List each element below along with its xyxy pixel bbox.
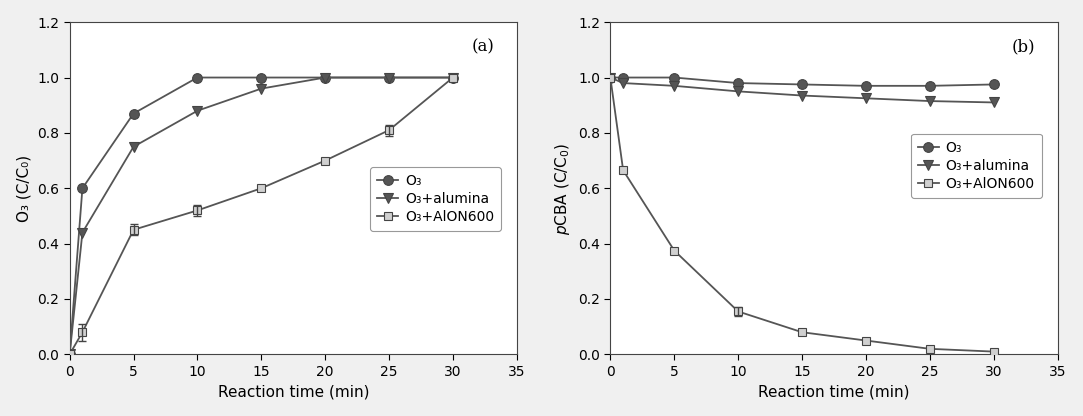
Y-axis label: O₃ (C/C₀): O₃ (C/C₀): [16, 155, 31, 222]
O₃+AlON600: [76, 330, 89, 335]
O₃: [318, 75, 331, 80]
O₃+alumina: [732, 89, 745, 94]
O₃+AlON600: [191, 208, 204, 213]
O₃+alumina: [63, 352, 76, 357]
O₃+alumina: [924, 99, 937, 104]
O₃: [255, 75, 268, 80]
O₃+AlON600: [796, 330, 809, 335]
O₃+AlON600: [668, 248, 681, 253]
O₃: [616, 75, 629, 80]
O₃: [127, 111, 140, 116]
O₃+alumina: [127, 144, 140, 149]
O₃+AlON600: [616, 168, 629, 173]
O₃: [604, 75, 617, 80]
O₃+alumina: [191, 108, 204, 113]
Line: O₃+AlON600: O₃+AlON600: [65, 73, 457, 359]
O₃: [191, 75, 204, 80]
O₃: [988, 82, 1001, 87]
O₃+alumina: [382, 75, 395, 80]
O₃+AlON600: [988, 349, 1001, 354]
Y-axis label: $p$CBA (C/C$_0$): $p$CBA (C/C$_0$): [553, 142, 573, 235]
O₃+AlON600: [255, 186, 268, 191]
O₃: [63, 352, 76, 357]
Line: O₃+AlON600: O₃+AlON600: [606, 73, 997, 356]
X-axis label: Reaction time (min): Reaction time (min): [758, 384, 910, 399]
O₃: [76, 186, 89, 191]
Line: O₃+alumina: O₃+alumina: [605, 73, 999, 107]
O₃+AlON600: [63, 352, 76, 357]
O₃+AlON600: [604, 75, 617, 80]
O₃: [446, 75, 459, 80]
O₃: [382, 75, 395, 80]
Line: O₃: O₃: [605, 73, 999, 91]
Line: O₃+alumina: O₃+alumina: [65, 73, 458, 359]
Text: (a): (a): [471, 39, 495, 56]
O₃+alumina: [255, 86, 268, 91]
O₃+AlON600: [924, 347, 937, 352]
O₃+AlON600: [732, 309, 745, 314]
O₃: [668, 75, 681, 80]
O₃+alumina: [604, 75, 617, 80]
Legend: O₃, O₃+alumina, O₃+AlON600: O₃, O₃+alumina, O₃+AlON600: [911, 134, 1042, 198]
O₃+alumina: [616, 81, 629, 86]
O₃: [924, 83, 937, 88]
Line: O₃: O₃: [65, 73, 458, 359]
O₃+alumina: [860, 96, 873, 101]
O₃+alumina: [318, 75, 331, 80]
X-axis label: Reaction time (min): Reaction time (min): [218, 384, 369, 399]
O₃+alumina: [796, 93, 809, 98]
Text: (b): (b): [1012, 39, 1035, 56]
O₃+AlON600: [860, 338, 873, 343]
O₃+AlON600: [127, 227, 140, 232]
O₃+alumina: [668, 83, 681, 88]
Legend: O₃, O₃+alumina, O₃+AlON600: O₃, O₃+alumina, O₃+AlON600: [370, 167, 501, 231]
O₃+AlON600: [318, 158, 331, 163]
O₃+alumina: [76, 230, 89, 235]
O₃+alumina: [988, 100, 1001, 105]
O₃+AlON600: [382, 128, 395, 133]
O₃: [860, 83, 873, 88]
O₃: [732, 81, 745, 86]
O₃: [796, 82, 809, 87]
O₃+alumina: [446, 75, 459, 80]
O₃+AlON600: [446, 75, 459, 80]
